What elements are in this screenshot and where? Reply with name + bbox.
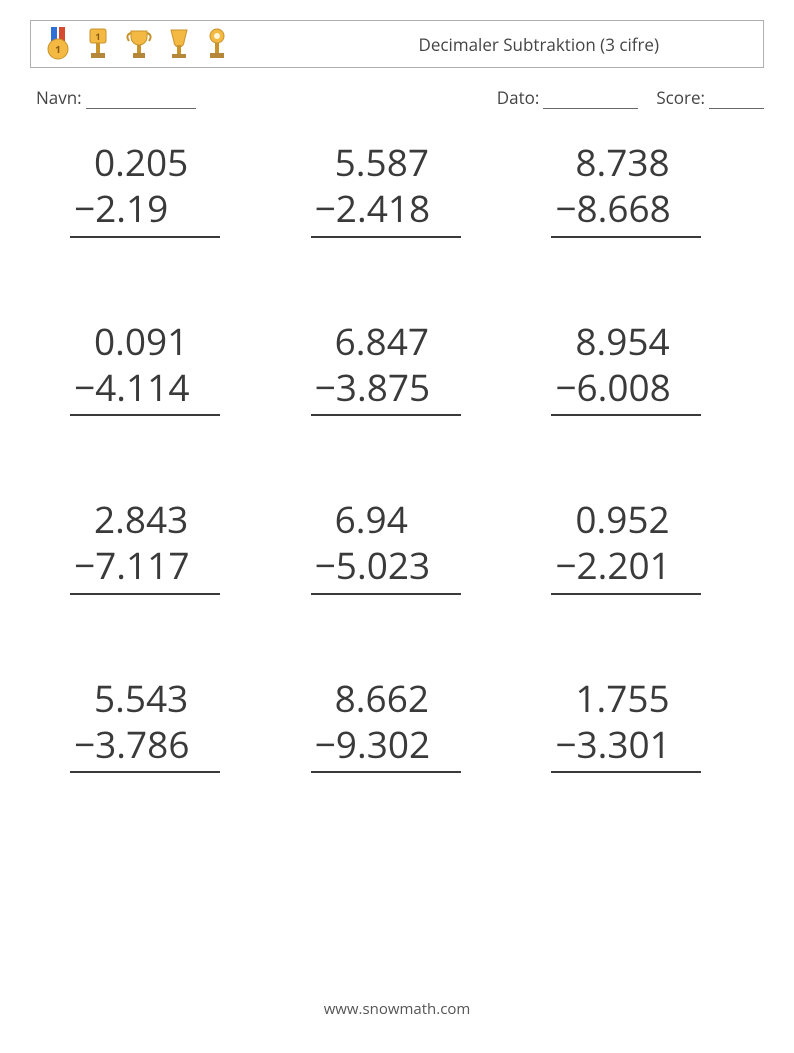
trophy-cup-classic-icon	[125, 27, 153, 61]
answer-rule	[70, 236, 220, 238]
problem: 6.847 −3.875	[297, 318, 498, 417]
problem: 0.091 −4.114	[56, 318, 257, 417]
answer-rule	[551, 593, 701, 595]
problem: 5.543 −3.786	[56, 675, 257, 774]
subtrahend: −6.008	[537, 364, 738, 410]
trophy-ball-icon	[205, 27, 229, 61]
answer-rule	[551, 414, 701, 416]
minuend: 0.091	[56, 318, 257, 364]
problem: 8.738 −8.668	[537, 139, 738, 238]
answer-rule	[311, 593, 461, 595]
score-label: Score:	[656, 86, 705, 109]
problem: 5.587 −2.418	[297, 139, 498, 238]
subtrahend: −3.786	[56, 721, 257, 767]
subtrahend: −5.023	[297, 542, 498, 588]
minuend: 6.94	[297, 496, 498, 542]
problem: 0.952 −2.201	[537, 496, 738, 595]
answer-rule	[311, 414, 461, 416]
minuend: 5.543	[56, 675, 257, 721]
subtrahend: −3.301	[537, 721, 738, 767]
answer-rule	[551, 771, 701, 773]
problem: 2.843 −7.117	[56, 496, 257, 595]
trophy-square-icon: 1	[85, 27, 111, 61]
minuend: 0.952	[537, 496, 738, 542]
problem: 8.662 −9.302	[297, 675, 498, 774]
subtrahend: −3.875	[297, 364, 498, 410]
minuend: 8.738	[537, 139, 738, 185]
info-row: Navn: Dato: Score:	[30, 86, 764, 109]
problem: 6.94 −5.023	[297, 496, 498, 595]
name-underline[interactable]	[86, 91, 196, 109]
svg-text:1: 1	[55, 42, 61, 56]
minuend: 5.587	[297, 139, 498, 185]
minuend: 8.954	[537, 318, 738, 364]
trophy-row: 1 1	[45, 27, 229, 61]
answer-rule	[311, 236, 461, 238]
minuend: 1.755	[537, 675, 738, 721]
name-label: Navn:	[36, 86, 82, 109]
problem: 8.954 −6.008	[537, 318, 738, 417]
answer-rule	[70, 771, 220, 773]
minuend: 8.662	[297, 675, 498, 721]
minuend: 2.843	[56, 496, 257, 542]
problem: 0.205 −2.19	[56, 139, 257, 238]
answer-rule	[70, 593, 220, 595]
subtrahend: −8.668	[537, 185, 738, 231]
score-underline[interactable]	[709, 91, 764, 109]
subtrahend: −7.117	[56, 542, 257, 588]
worksheet-title: Decimaler Subtraktion (3 cifre)	[419, 33, 659, 56]
subtrahend: −9.302	[297, 721, 498, 767]
subtrahend: −2.201	[537, 542, 738, 588]
problem: 1.755 −3.301	[537, 675, 738, 774]
svg-text:1: 1	[95, 30, 100, 43]
subtrahend: −2.418	[297, 185, 498, 231]
header-bar: 1 1	[30, 20, 764, 68]
problems-grid: 0.205 −2.19 5.587 −2.418 8.738 −8.668 0.…	[30, 139, 764, 773]
trophy-goblet-icon	[167, 27, 191, 61]
worksheet-page: 1 1	[0, 0, 794, 773]
subtrahend: −4.114	[56, 364, 257, 410]
answer-rule	[551, 236, 701, 238]
minuend: 6.847	[297, 318, 498, 364]
subtrahend: −2.19	[56, 185, 257, 231]
footer-url: www.snowmath.com	[0, 999, 794, 1019]
date-label: Dato:	[497, 86, 540, 109]
answer-rule	[311, 771, 461, 773]
date-underline[interactable]	[543, 91, 638, 109]
answer-rule	[70, 414, 220, 416]
minuend: 0.205	[56, 139, 257, 185]
trophy-ribbon-icon: 1	[45, 27, 71, 61]
